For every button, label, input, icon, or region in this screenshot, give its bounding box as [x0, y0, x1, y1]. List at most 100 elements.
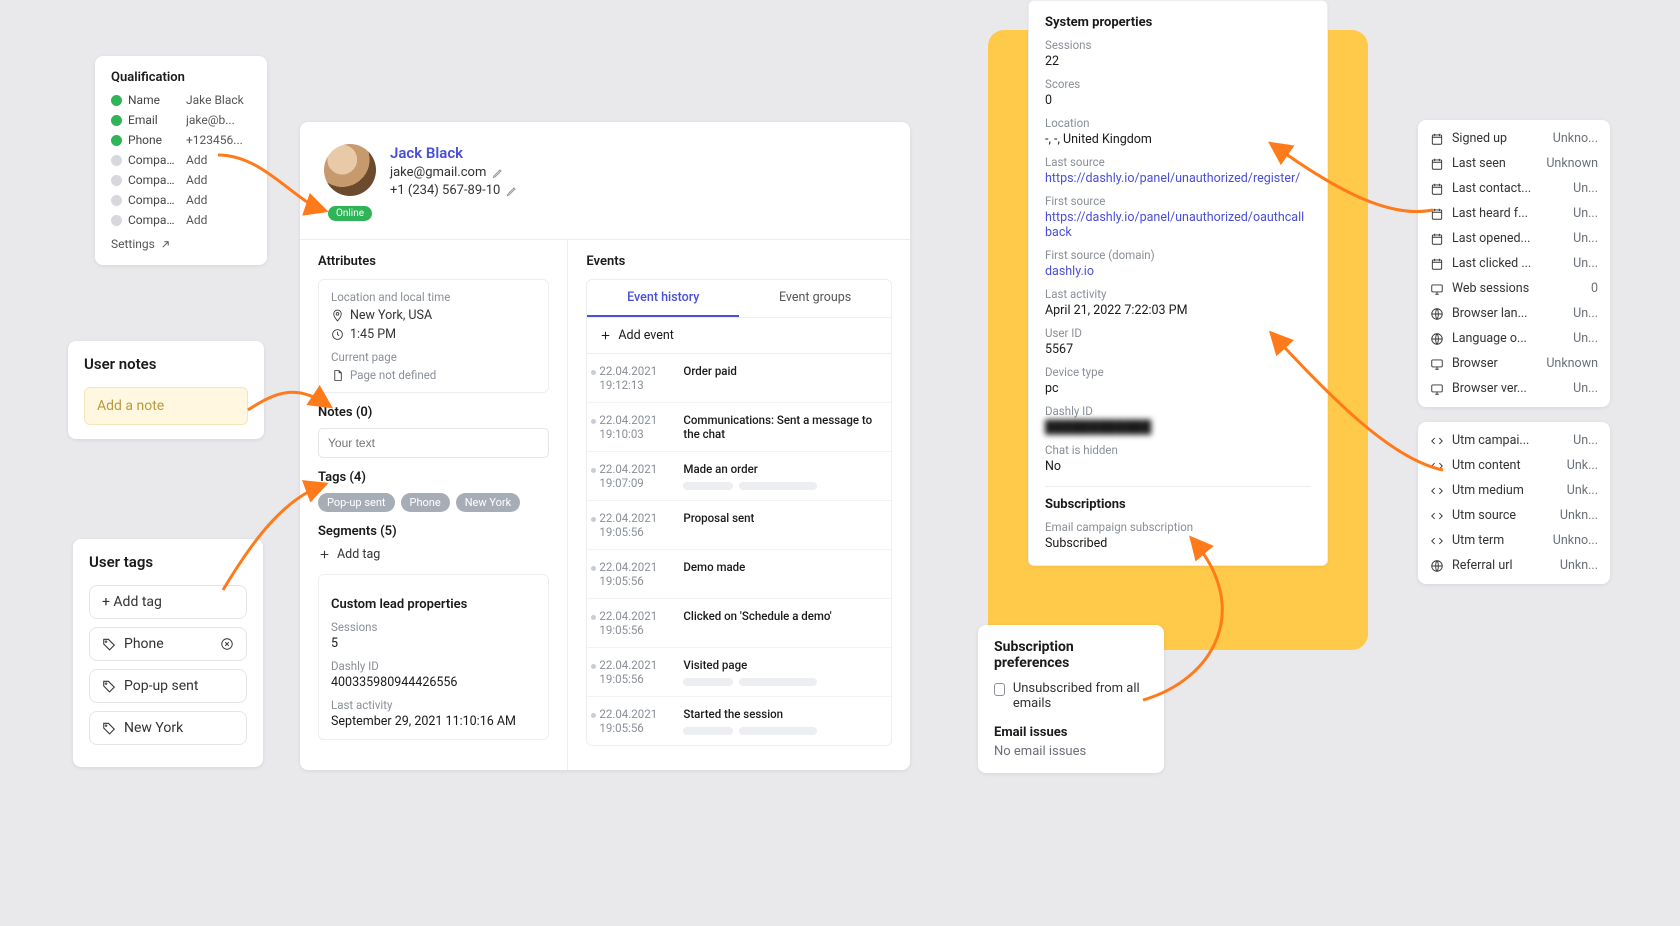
event-title: Demo made — [683, 560, 879, 574]
meta-row[interactable]: Last opened... Un... — [1428, 226, 1600, 251]
qualification-row[interactable]: Email jake@b... — [111, 113, 251, 127]
meta-value: Un... — [1573, 381, 1598, 396]
meta-row[interactable]: Utm term Unkno... — [1428, 528, 1600, 553]
edit-email-icon[interactable] — [492, 167, 504, 179]
event-row[interactable]: 22.04.202119:05:56 Proposal sent — [587, 500, 891, 549]
meta-value: Un... — [1573, 331, 1598, 346]
meta-row[interactable]: Browser Unknown — [1428, 351, 1600, 376]
canvas: Qualification Name Jake Black Email jake… — [33, 0, 1647, 926]
event-row[interactable]: 22.04.202119:05:56 Demo made — [587, 549, 891, 598]
status-dot-icon — [111, 175, 122, 186]
last-activity-label: Last activity — [331, 698, 536, 712]
meta-row[interactable]: Last clicked ... Un... — [1428, 251, 1600, 276]
meta-row[interactable]: Last seen Unknown — [1428, 151, 1600, 176]
monitor-icon — [1430, 282, 1444, 296]
meta-label: Utm campai... — [1452, 433, 1565, 448]
meta-label: Browser — [1452, 356, 1538, 371]
qual-value: +123456... — [186, 133, 251, 147]
event-title: Made an order — [683, 462, 879, 476]
meta-row[interactable]: Utm content Unk... — [1428, 453, 1600, 478]
meta-label: Browser lan... — [1452, 306, 1565, 321]
event-row[interactable]: 22.04.202119:05:56 Started the session — [587, 696, 891, 745]
add-event-button[interactable]: Add event — [586, 318, 892, 354]
event-row[interactable]: 22.04.202119:12:13 Order paid — [587, 354, 891, 402]
sys-first-domain-link[interactable]: dashly.io — [1045, 264, 1094, 279]
arrow-notes — [243, 380, 333, 440]
last-activity-value: September 29, 2021 11:10:16 AM — [331, 714, 536, 729]
remove-tag-icon[interactable] — [220, 637, 234, 651]
user-tag[interactable]: New York — [89, 711, 247, 745]
meta-row[interactable]: Web sessions 0 — [1428, 276, 1600, 301]
status-dot-icon — [111, 215, 122, 226]
event-timestamp: 22.04.202119:10:03 — [599, 413, 669, 441]
meta-row[interactable]: Language o... Un... — [1428, 326, 1600, 351]
meta-row[interactable]: Utm campai... Un... — [1428, 428, 1600, 453]
segments-section: Segments (5) Add tag — [318, 524, 549, 562]
status-dot-icon — [111, 155, 122, 166]
user-tag[interactable]: Phone — [89, 627, 247, 661]
qualification-row[interactable]: Name Jake Black — [111, 93, 251, 107]
meta-row[interactable]: Browser ver... Un... — [1428, 376, 1600, 401]
globe-icon — [1430, 307, 1444, 321]
add-tag-line[interactable]: Add tag — [318, 547, 549, 562]
meta-label: Language o... — [1452, 331, 1565, 346]
meta-row[interactable]: Referral url Unkn... — [1428, 553, 1600, 578]
tag-chip[interactable]: Phone — [401, 493, 450, 512]
event-row[interactable]: 22.04.202119:07:09 Made an order — [587, 451, 891, 500]
event-timestamp: 22.04.202119:07:09 — [599, 462, 669, 490]
segments-title: Segments (5) — [318, 524, 549, 539]
status-dot-icon — [111, 115, 122, 126]
user-tag-label: Phone — [124, 636, 164, 652]
event-tabs: Event history Event groups — [586, 279, 892, 318]
meta-value: Unknown — [1546, 356, 1598, 371]
events-column: Events Event history Event groups Add ev… — [568, 240, 910, 770]
unsubscribe-row[interactable]: Unsubscribed from all emails — [994, 681, 1148, 711]
meta-row[interactable]: Last heard f... Un... — [1428, 201, 1600, 226]
event-row[interactable]: 22.04.202119:05:56 Clicked on 'Schedule … — [587, 598, 891, 647]
tag-chip[interactable]: New York — [456, 493, 521, 512]
meta-value: Un... — [1573, 256, 1598, 271]
event-row[interactable]: 22.04.202119:05:56 Visited page — [587, 647, 891, 696]
tags-title: Tags (4) — [318, 470, 549, 485]
profile-name[interactable]: Jack Black — [390, 144, 518, 162]
edit-phone-icon[interactable] — [506, 185, 518, 197]
meta-row[interactable]: Last contact... Un... — [1428, 176, 1600, 201]
add-note-input[interactable]: Add a note — [84, 387, 248, 425]
event-title: Clicked on 'Schedule a demo' — [683, 609, 879, 623]
meta-row[interactable]: Utm medium Unk... — [1428, 478, 1600, 503]
profile-phone: +1 (234) 567-89-10 — [390, 183, 500, 198]
user-tag[interactable]: Pop-up sent — [89, 669, 247, 703]
event-row[interactable]: 22.04.202119:10:03 Communications: Sent … — [587, 402, 891, 451]
event-timestamp: 22.04.202119:05:56 — [599, 707, 669, 735]
event-title: Proposal sent — [683, 511, 879, 525]
notes-title: Notes (0) — [318, 405, 549, 420]
meta-label: Web sessions — [1452, 281, 1583, 296]
meta-value: Unkno... — [1553, 131, 1598, 146]
tags-section: Tags (4) Pop-up sentPhoneNew York — [318, 470, 549, 512]
tab-event-history[interactable]: Event history — [587, 280, 739, 317]
meta-value: Un... — [1573, 181, 1598, 196]
sys-scores-label: Scores — [1045, 77, 1311, 91]
meta-row[interactable]: Signed up Unkno... — [1428, 126, 1600, 151]
settings-link[interactable]: Settings — [111, 237, 251, 251]
qualification-row[interactable]: Phone +123456... — [111, 133, 251, 147]
qual-label: Phone — [128, 133, 180, 147]
sys-last-activity-label: Last activity — [1045, 287, 1311, 301]
current-page-label: Current page — [331, 350, 536, 364]
arrow-qualification — [213, 150, 333, 230]
user-notes-panel: User notes Add a note — [68, 341, 264, 439]
clock-icon — [331, 328, 344, 341]
checkbox-icon[interactable] — [994, 683, 1005, 696]
notes-input[interactable] — [318, 428, 549, 458]
sessions-value: 5 — [331, 636, 536, 651]
time-value: 1:45 PM — [350, 327, 396, 342]
globe-icon — [1430, 559, 1444, 573]
tab-event-groups[interactable]: Event groups — [739, 280, 891, 317]
profile-card: Online Jack Black jake@gmail.com +1 (234… — [300, 122, 910, 770]
meta-value: Un... — [1573, 306, 1598, 321]
meta-row[interactable]: Utm source Unkn... — [1428, 503, 1600, 528]
tag-icon — [102, 721, 116, 735]
dashly-label: Dashly ID — [331, 659, 536, 673]
add-tag-label: + Add tag — [102, 594, 162, 610]
meta-row[interactable]: Browser lan... Un... — [1428, 301, 1600, 326]
